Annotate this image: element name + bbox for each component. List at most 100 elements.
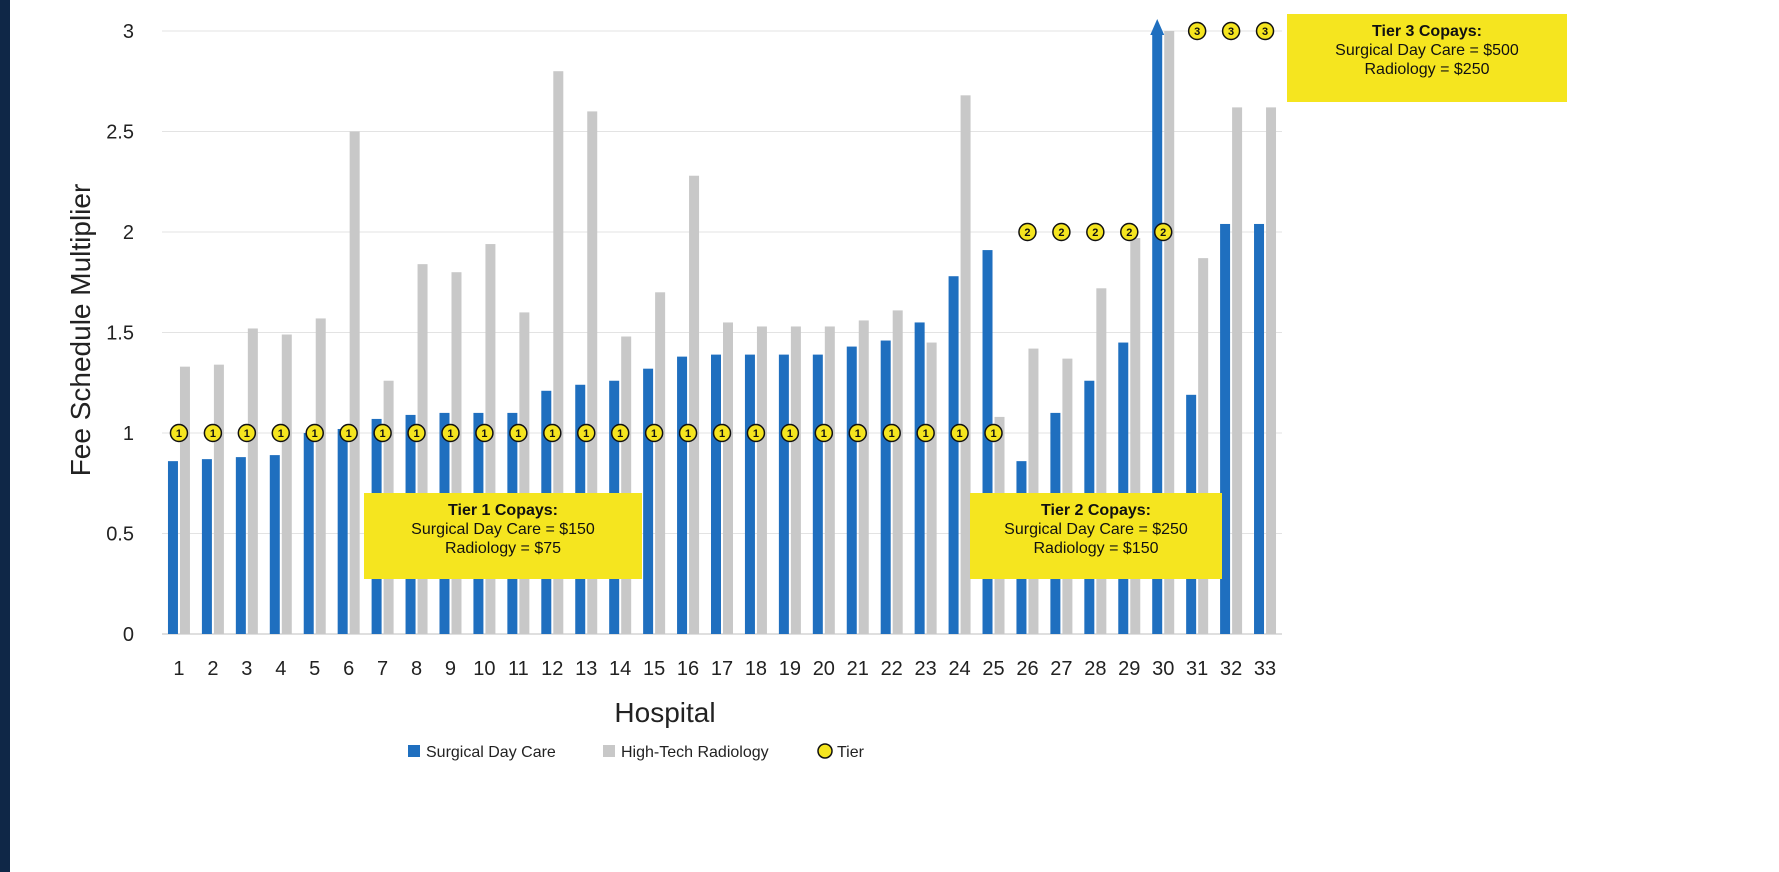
y-tick-label: 0 [123,624,134,646]
tier-marker-label: 1 [346,428,352,440]
bar-high-tech-radiology [1096,288,1107,634]
bar-surgical-day-care [677,356,688,634]
bar-high-tech-radiology [349,131,360,634]
tier-marker [543,423,562,443]
x-tick-label: 30 [1152,658,1174,680]
x-tick-label: 4 [275,658,286,680]
bar-high-tech-radiology [587,111,598,634]
tier-marker-label: 1 [515,428,521,440]
tier-marker [644,423,664,443]
bar-high-tech-radiology [1198,258,1209,634]
bar-surgical-day-care [1118,342,1129,634]
tier-marker [1221,21,1241,41]
legend-swatch-tier [817,743,833,759]
tier-marker [1153,222,1173,242]
tier-marker-label: 1 [447,428,453,440]
x-tick-label: 12 [541,658,563,680]
tier-marker-label: 1 [244,428,250,440]
bar-surgical-day-care [643,368,654,634]
tier-marker-label: 1 [549,428,555,440]
tier-marker-label: 1 [753,428,759,440]
tier1-surgical: Surgical Day Care = $150 [411,521,595,538]
bar-surgical-day-care [846,346,857,634]
x-tick-label: 13 [575,658,597,680]
bar-high-tech-radiology [858,320,869,634]
x-tick-label: 22 [881,658,903,680]
x-tick-label: 10 [473,658,495,680]
tier-marker-label: 3 [1228,26,1234,38]
chart-frame: 0 0.5 1 1.5 2 2.5 3 1 2 3 4 5 6 7 8 9 10 11 12 13 14 15 16 17 1… [10,0,1779,872]
tier1-radiology: Radiology = $75 [444,540,562,557]
y-tick-label: 3 [123,21,134,43]
tier-marker [305,423,324,443]
x-tick-label: 5 [309,658,320,680]
x-tick-label: 29 [1118,658,1140,680]
bar-surgical-day-care [982,250,993,634]
bar-surgical-day-care [1254,223,1265,634]
bar-surgical-day-care [711,354,721,634]
x-tick-label: 20 [813,658,835,680]
bar-high-tech-radiology [553,71,564,634]
bar-surgical-day-care [948,276,959,634]
tier-marker-label: 2 [1058,227,1064,239]
tier-marker [610,423,630,443]
tier-marker [780,423,800,443]
tier2-surgical: Surgical Day Care = $250 [1004,521,1188,538]
tier3-title: Tier 3 Copays: [1372,23,1482,40]
x-tick-label: 33 [1254,658,1276,680]
tier-marker [882,423,901,443]
x-tick-label: 15 [643,658,665,680]
bar-high-tech-radiology [689,175,700,634]
x-tick-label: 24 [948,658,970,680]
legend-label-radiology: High-Tech Radiology [621,744,769,761]
y-tick-label: 2 [123,222,134,244]
tier-marker-label: 1 [685,428,691,440]
tier-marker [475,423,494,443]
tier-marker [441,423,460,443]
x-axis-label: Hospital [614,697,715,728]
tier-marker-label: 1 [821,428,827,440]
bar-high-tech-radiology [417,264,428,634]
bar-high-tech-radiology [824,326,835,634]
tier-marker-label: 1 [787,428,793,440]
legend-label-surgical: Surgical Day Care [426,744,556,761]
tier-marker [373,423,392,443]
tier-marker [712,423,732,443]
y-tick-label: 1.5 [106,323,134,345]
bar-surgical-day-care [269,455,280,634]
tier-marker-label: 2 [1024,227,1030,239]
tier-marker [984,423,1003,443]
x-tick-label: 3 [241,658,252,680]
fee-schedule-chart: 00.511.522.53 1 2 3 4 5 6 7 8 9 10 11 12 13 14 15 16 17 1… [65,19,1282,761]
bar-surgical-day-care [744,354,755,634]
y-tick-label: 0.5 [106,524,134,546]
x-tick-label: 27 [1050,658,1072,680]
bar-high-tech-radiology [247,328,258,634]
tier-marker-label: 1 [413,428,419,440]
bar-high-tech-radiology [1266,107,1277,634]
tier-marker [814,423,834,443]
x-tick-label: 6 [343,658,354,680]
tier-marker-label: 1 [855,428,861,440]
bar-high-tech-radiology [281,334,292,634]
bar-surgical-day-care [880,340,891,634]
tier-marker-label: 2 [1092,227,1098,239]
tier-marker [271,423,291,443]
bar-high-tech-radiology [960,95,971,634]
tier3-surgical: Surgical Day Care = $500 [1335,42,1519,59]
x-tick-label: 21 [847,658,869,680]
tier-marker [916,423,935,443]
tier-marker [1255,21,1275,41]
bar-high-tech-radiology [315,318,326,634]
bar-surgical-day-care [778,354,789,634]
x-tick-label: 7 [377,658,388,680]
tier-marker-label: 3 [1194,26,1200,38]
tier-marker-label: 1 [651,428,657,440]
bar-surgical-day-care [812,354,823,634]
x-tick-label: 28 [1084,658,1106,680]
y-tick-label: 2.5 [106,122,134,144]
y-axis-ticks: 0 0.5 1 1.5 2 2.5 3 [106,21,134,646]
bar-high-tech-radiology [621,336,632,634]
tier-marker-label: 1 [923,428,929,440]
tier-marker [848,423,868,443]
